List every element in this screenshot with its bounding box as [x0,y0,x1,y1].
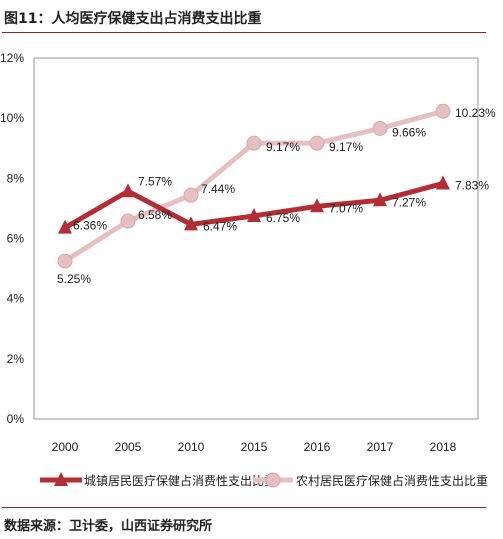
data-label: 7.44% [201,182,235,196]
y-tick-label: 10% [0,111,24,125]
top-divider [2,32,486,33]
data-label: 5.25% [57,272,91,286]
chart-axes: 0% 2% 4% 6% 8% 10% 12% 2000 2005 2010 2015 2016 2017… [0,51,479,454]
legend-marker-rural [265,472,281,488]
data-point-marker [121,183,135,198]
source-note: 数据来源：卫计委，山西证券研究所 [4,519,213,534]
legend-label-urban: 城镇居民医疗保健占消费性支出比重 [84,473,276,488]
data-label: 7.83% [455,178,489,192]
bottom-divider [2,507,486,508]
data-point-marker [373,192,387,207]
data-label: 9.66% [392,125,426,139]
legend-marker-urban [54,472,68,486]
data-point-marker [120,213,136,229]
data-point-marker [184,216,198,231]
data-label: 10.23% [455,106,496,120]
data-point-marker [372,120,388,136]
data-point-marker [58,219,72,234]
series-markers [57,103,451,269]
data-label: 7.57% [138,174,172,188]
data-labels: 6.36% 7.57% 6.47% 6.75% 7.07% 7.27% 7.83% 5.25%… [57,106,496,286]
data-label: 6.47% [203,219,237,233]
data-point-marker [435,103,451,119]
data-point-marker [183,187,199,203]
y-tick-label: 4% [7,292,25,306]
series-line [63,108,444,264]
data-point-marker [247,207,261,222]
y-tick-label: 6% [7,232,25,246]
y-tick-label: 2% [7,352,25,366]
x-tick-label: 2010 [178,440,205,454]
y-tick-label: 12% [0,51,24,65]
data-label: 9.17% [266,140,300,154]
plot-frame [33,57,479,420]
series-lines [63,108,444,264]
data-label: 6.36% [73,219,107,233]
data-label: 6.75% [266,211,300,225]
line-chart: 0% 2% 4% 6% 8% 10% 12% 2000 2005 2010 2015 2016 2017… [0,51,496,488]
x-tick-label: 2017 [367,440,394,454]
data-point-marker [310,198,324,213]
chart-legend: 城镇居民医疗保健占消费性支出比重 农村居民医疗保健占消费性支出比重 [40,472,488,488]
data-point-marker [57,253,73,269]
y-tick-label: 0% [7,412,25,426]
data-label: 6.58% [138,208,172,222]
data-point-marker [246,135,262,151]
page-title: 图11：人均医疗保健支出占消费支出比重 [4,11,262,27]
x-tick-label: 2018 [430,440,457,454]
data-point-marker [309,135,325,151]
data-label: 9.17% [329,140,363,154]
x-tick-label: 2005 [115,440,142,454]
x-tick-label: 2015 [241,440,268,454]
data-point-marker [436,175,450,190]
data-label: 7.27% [392,195,426,209]
data-label: 7.07% [329,201,363,215]
x-tick-label: 2000 [52,440,79,454]
legend-label-rural: 农村居民医疗保健占消费性支出比重 [296,473,488,488]
y-tick-label: 8% [7,171,25,185]
x-tick-label: 2016 [304,440,331,454]
